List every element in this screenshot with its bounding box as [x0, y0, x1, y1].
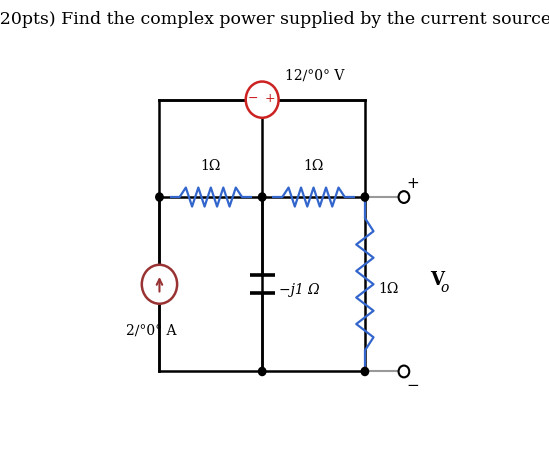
- Circle shape: [361, 367, 368, 376]
- Text: +: +: [407, 176, 419, 191]
- Circle shape: [361, 193, 368, 201]
- Circle shape: [156, 193, 163, 201]
- Circle shape: [259, 193, 266, 201]
- Text: V: V: [430, 271, 445, 289]
- Text: 1Ω: 1Ω: [200, 159, 221, 173]
- Text: 2∕°0° A: 2∕°0° A: [126, 324, 176, 338]
- Text: 12∕°0° V: 12∕°0° V: [285, 69, 344, 83]
- Circle shape: [399, 191, 409, 203]
- Circle shape: [259, 367, 266, 376]
- Text: o: o: [441, 281, 449, 295]
- Text: −: −: [407, 377, 419, 393]
- Text: −j1 Ω: −j1 Ω: [278, 283, 319, 297]
- Circle shape: [399, 366, 409, 377]
- Text: +: +: [264, 92, 275, 105]
- Text: (20pts) Find the complex power supplied by the current source.: (20pts) Find the complex power supplied …: [0, 11, 549, 29]
- Text: 1Ω: 1Ω: [304, 159, 324, 173]
- Text: 1Ω: 1Ω: [378, 282, 399, 296]
- Text: −: −: [248, 92, 259, 105]
- Circle shape: [246, 82, 278, 118]
- Circle shape: [142, 265, 177, 304]
